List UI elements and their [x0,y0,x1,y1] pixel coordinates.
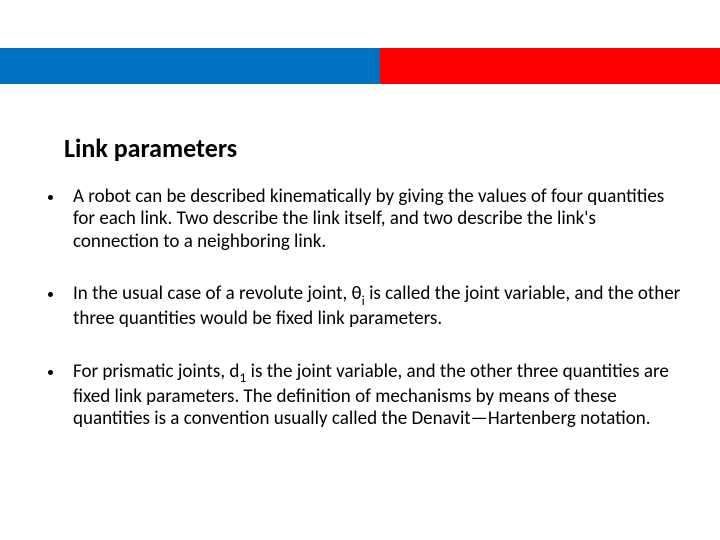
bullet-text: In the usual case of a revolute joint, θ… [73,283,682,330]
bullet-text: A robot can be described kinematically b… [73,186,682,253]
header-banner [0,48,720,84]
slide: Link parameters A robot can be described… [0,0,720,540]
bullet-item: In the usual case of a revolute joint, θ… [42,283,682,330]
banner-right-stripe [380,48,720,84]
slide-title: Link parameters [64,132,237,164]
bullet-list: A robot can be described kinematically b… [42,186,682,430]
bullet-dot-icon [48,195,53,200]
slide-body: A robot can be described kinematically b… [42,186,682,460]
bullet-text: For prismatic joints, d1 is the joint va… [73,361,682,431]
banner-left-stripe [0,48,380,84]
bullet-item: A robot can be described kinematically b… [42,186,682,253]
bullet-dot-icon [48,370,53,375]
bullet-dot-icon [48,292,53,297]
bullet-item: For prismatic joints, d1 is the joint va… [42,361,682,431]
